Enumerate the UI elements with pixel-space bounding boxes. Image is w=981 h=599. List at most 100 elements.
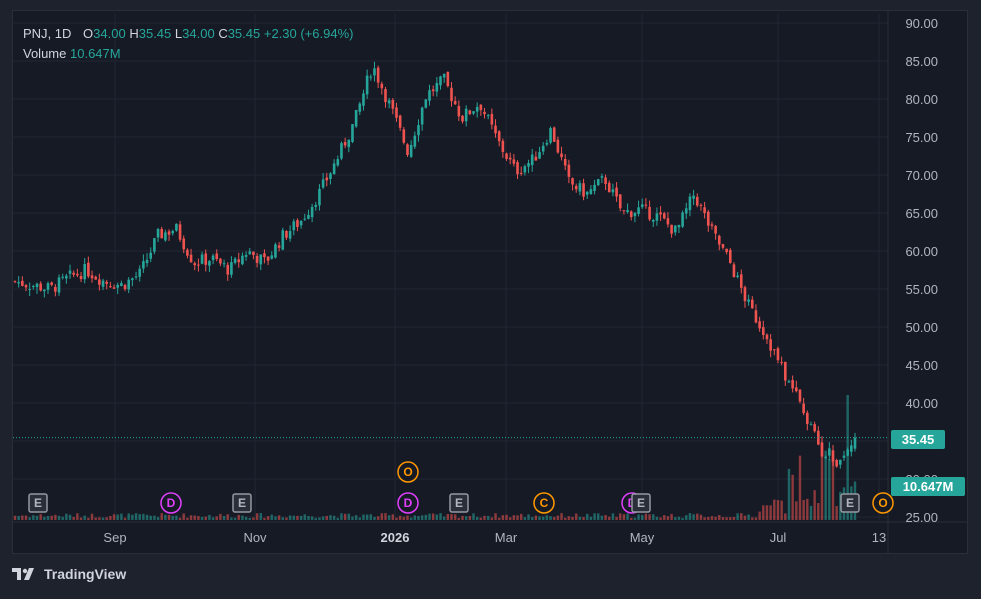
candle-body xyxy=(776,348,780,361)
candle xyxy=(516,160,519,180)
candle-body xyxy=(758,321,761,329)
candle xyxy=(497,130,501,147)
event-markers[interactable]: EDEODECDEEO xyxy=(28,461,894,514)
volume-bar xyxy=(828,459,831,520)
volume-bar xyxy=(534,515,538,520)
candle xyxy=(193,261,197,271)
candle xyxy=(765,333,769,345)
candle-body xyxy=(358,103,362,112)
candle-body xyxy=(351,124,354,142)
volume-bar xyxy=(762,505,765,520)
candle xyxy=(398,114,402,131)
candle-body xyxy=(773,349,776,351)
candle-body xyxy=(842,455,846,458)
svg-text:E: E xyxy=(238,496,246,510)
candle-body xyxy=(233,258,237,263)
candle-body xyxy=(171,230,175,234)
candle xyxy=(365,69,369,99)
volume-bar xyxy=(773,499,776,520)
volume-bar xyxy=(171,515,174,520)
volume-bar xyxy=(710,516,714,520)
svg-text:D: D xyxy=(404,496,413,510)
candle xyxy=(76,268,79,278)
volume-bar xyxy=(479,517,483,520)
candle-body xyxy=(109,286,112,288)
candle-body xyxy=(743,287,747,302)
open-label: O xyxy=(83,26,94,41)
candle xyxy=(281,227,285,251)
candle xyxy=(219,257,222,267)
candle xyxy=(655,207,659,226)
volume-bar xyxy=(277,515,281,520)
candle-body xyxy=(274,244,277,258)
volume-bar xyxy=(237,514,240,520)
candle xyxy=(450,82,453,107)
candle-body xyxy=(266,256,270,261)
volume-bar xyxy=(270,514,273,520)
volume-bar xyxy=(718,515,721,520)
chart-frame[interactable] xyxy=(12,10,968,554)
price-axis-label: 80.00 xyxy=(905,92,938,107)
ohlc-row: PNJ, 1D O34.00 H35.45 L34.00 C35.45 +2.3… xyxy=(23,24,354,44)
volume-bar xyxy=(736,513,739,520)
candle xyxy=(222,259,226,268)
candle xyxy=(204,249,208,272)
volume-bar xyxy=(347,513,350,520)
volume-bar xyxy=(167,515,171,520)
volume-bar xyxy=(402,516,406,520)
volume-bar xyxy=(87,517,90,520)
candle-body xyxy=(607,182,611,193)
svg-text:10.647M: 10.647M xyxy=(903,479,954,494)
candle-body xyxy=(373,68,376,76)
volume-bar xyxy=(358,517,362,520)
volume-bar xyxy=(123,517,127,520)
event-marker-o: O xyxy=(872,492,894,514)
volume-bar xyxy=(732,517,736,520)
candle-body xyxy=(193,263,197,266)
price-axis-label: 60.00 xyxy=(905,244,938,259)
candle-body xyxy=(87,262,90,277)
tradingview-logo[interactable]: TradingView xyxy=(12,566,126,582)
volume-bar xyxy=(83,515,86,520)
volume-bar xyxy=(619,513,622,520)
candle-body xyxy=(567,164,571,177)
candle-body xyxy=(853,437,857,449)
volume-bar xyxy=(655,516,659,520)
candle xyxy=(758,316,761,332)
candle-body xyxy=(780,362,783,364)
candle-body xyxy=(600,176,604,178)
candle xyxy=(677,224,681,233)
candle-body xyxy=(629,211,633,218)
volume-bar xyxy=(501,515,505,520)
candle-body xyxy=(50,282,53,285)
symbol-interval[interactable]: PNJ, 1D xyxy=(23,26,72,41)
price-candles xyxy=(13,61,857,469)
volume-bar xyxy=(329,515,332,520)
candle xyxy=(362,89,365,111)
candle-body xyxy=(655,213,659,221)
candle-body xyxy=(490,113,494,125)
volume-bar xyxy=(336,517,339,520)
candle-body xyxy=(721,244,725,248)
volume-bar xyxy=(252,517,255,520)
candle xyxy=(373,61,376,82)
candle-body xyxy=(285,230,288,238)
candle-body xyxy=(806,412,809,424)
price-axis[interactable]: 90.00 85.00 80.00 75.00 70.00 65.00 60.00 55.00… xyxy=(905,16,938,525)
event-marker-d: D xyxy=(397,492,419,514)
candle-body xyxy=(633,212,637,217)
volume-bar xyxy=(398,515,402,520)
time-axis[interactable]: Sep Nov 2026 Mar May Jul 13 xyxy=(103,530,886,545)
candle xyxy=(83,258,86,284)
volume-bar xyxy=(703,517,706,520)
volume-bar xyxy=(516,515,519,520)
candle xyxy=(666,212,670,228)
price-axis-label: 25.00 xyxy=(905,510,938,525)
volume-bar xyxy=(160,513,163,520)
candle-body xyxy=(24,285,28,288)
volume-bar xyxy=(233,517,237,520)
volume-bar xyxy=(409,517,413,520)
volume-bar xyxy=(182,513,185,520)
candle xyxy=(87,256,90,279)
